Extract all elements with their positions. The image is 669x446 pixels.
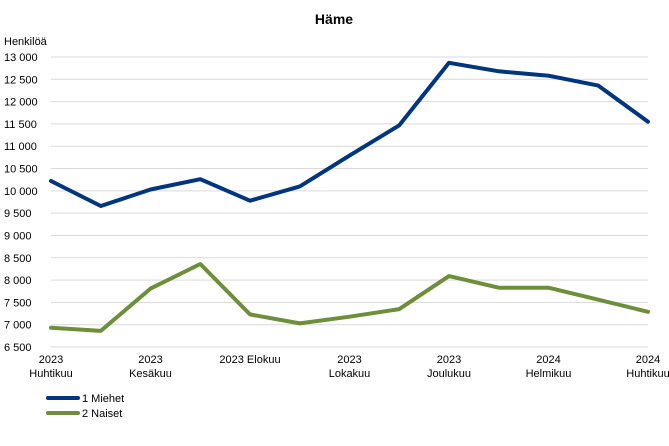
x-tick-label: Lokakuu <box>329 368 371 380</box>
y-tick-label: 11 500 <box>4 119 37 131</box>
series-lines <box>49 60 650 333</box>
x-tick-label: 2023 Elokuu <box>219 354 280 366</box>
series-line <box>49 262 650 333</box>
legend-label: 2 Naiset <box>82 408 122 420</box>
y-tick-label: 10 500 <box>4 164 38 176</box>
y-tick-label: 6 500 <box>4 342 32 354</box>
legend-label: 1 Miehet <box>82 393 124 405</box>
y-tick-label: 8 500 <box>4 253 32 265</box>
y-tick-label: 9 500 <box>4 208 32 220</box>
chart-title: Häme <box>315 11 353 27</box>
x-tick-label: 2023 <box>39 354 63 366</box>
x-tick-label: Huhtikuu <box>626 368 669 380</box>
y-tick-label: 12 000 <box>4 97 38 109</box>
y-axis-label: Henkilöä <box>4 36 48 48</box>
y-tick-label: 11 000 <box>4 141 37 153</box>
x-tick-labels: 2023 Huhtikuu 2023 Kesäkuu 2023 Elokuu 2023 Lo… <box>29 354 669 380</box>
x-tick-label: 2024 <box>536 354 560 366</box>
y-tick-label: 8 000 <box>4 275 32 287</box>
legend: 1 Miehet 2 Naiset <box>46 393 124 420</box>
y-tick-label: 9 000 <box>4 230 32 242</box>
y-tick-labels: 6 500 7 000 7 500 8 000 8 500 9 000 9 500 10 00… <box>4 52 38 354</box>
x-tick-label: Huhtikuu <box>29 368 72 380</box>
y-tick-label: 7 000 <box>4 320 32 332</box>
x-tick-label: 2023 <box>337 354 361 366</box>
x-tick-label: 2024 <box>636 354 660 366</box>
x-tick-label: 2023 <box>138 354 162 366</box>
x-tick-label: Helmikuu <box>526 368 572 380</box>
x-tick-label: 2023 <box>437 354 461 366</box>
y-tick-label: 12 500 <box>4 74 38 86</box>
y-tick-label: 7 500 <box>4 297 32 309</box>
x-tick-label: Kesäkuu <box>129 368 172 380</box>
y-tick-label: 13 000 <box>4 52 38 64</box>
series-line <box>49 60 650 208</box>
x-tick-label: Joulukuu <box>427 368 471 380</box>
gridlines <box>51 56 648 348</box>
y-tick-label: 10 000 <box>4 186 38 198</box>
